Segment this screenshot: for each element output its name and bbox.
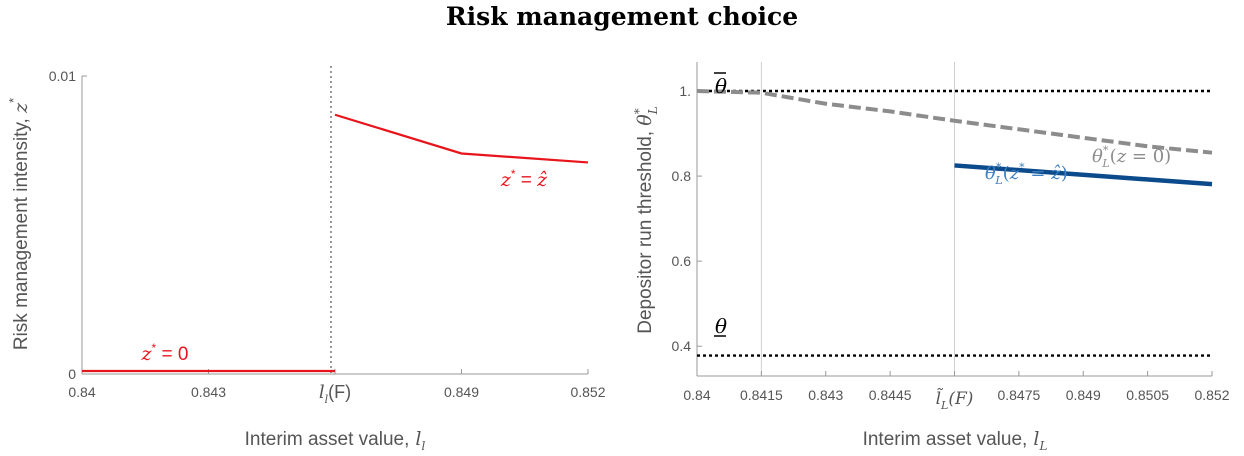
left-y-tick-label: 0.01: [49, 68, 76, 84]
right-x-tick-label: l̃L(F): [936, 388, 974, 412]
right-ylabel: Depositor run threshold, θ*L: [632, 106, 660, 334]
right-x-tick-label: 0.843: [808, 387, 843, 403]
left-label-z0: z* = 0: [141, 341, 189, 365]
right-label-thetabar: θ: [715, 74, 727, 98]
right-label-thetaunder: θ: [715, 314, 727, 338]
right-y-tick-label: 1.: [679, 83, 691, 99]
right-x-tick-label: 0.8475: [997, 387, 1040, 403]
right-y-tick-label: 0.4: [672, 338, 692, 354]
right-x-tick-label: 0.8505: [1126, 387, 1169, 403]
left-xlabel: Interim asset value, ll: [245, 428, 426, 453]
right-xlabel: Interim asset value, lL: [863, 428, 1048, 453]
right-x-tick-label: 0.8415: [740, 387, 783, 403]
right-x-tick-label: 0.84: [683, 387, 710, 403]
right-x-tick-label: 0.8445: [869, 387, 912, 403]
left-x-tick-label: 0.849: [444, 384, 479, 400]
chart-title: Risk management choice: [445, 2, 799, 31]
right-series-line: [696, 89, 1213, 155]
right-label-zhat: θ* L(z* = ẑ): [985, 161, 1068, 187]
right-chart: 0.84 0.8415 0.843 0.8445 l̃L(F) 0.8475 0.849 0.…: [632, 62, 1230, 453]
left-x-tick-label: 0.843: [191, 384, 226, 400]
right-label-z0: θ* L(z = 0): [1092, 144, 1171, 170]
right-y-tick-label: 0.6: [672, 253, 692, 269]
right-series-line: [954, 163, 1213, 187]
right-x-tick-label: 0.852: [1194, 387, 1229, 403]
left-x-tick-label: 0.84: [68, 384, 95, 400]
right-x-tick-label: 0.849: [1066, 387, 1101, 403]
left-x-tick-label: ll(F): [319, 382, 351, 406]
left-x-tick-label: 0.852: [570, 384, 605, 400]
right-y-tick-label: 0.8: [672, 168, 692, 184]
left-label-zhat: z* = ẑ: [500, 167, 548, 191]
left-series-line: [334, 113, 589, 164]
left-chart: 0.84 0.843 ll(F) 0.849 0.852 0 0.01 Risk manag…: [6, 66, 606, 453]
left-y-tick-label: 0: [68, 366, 76, 382]
left-ylabel: Risk management intensity, z*: [6, 98, 32, 350]
